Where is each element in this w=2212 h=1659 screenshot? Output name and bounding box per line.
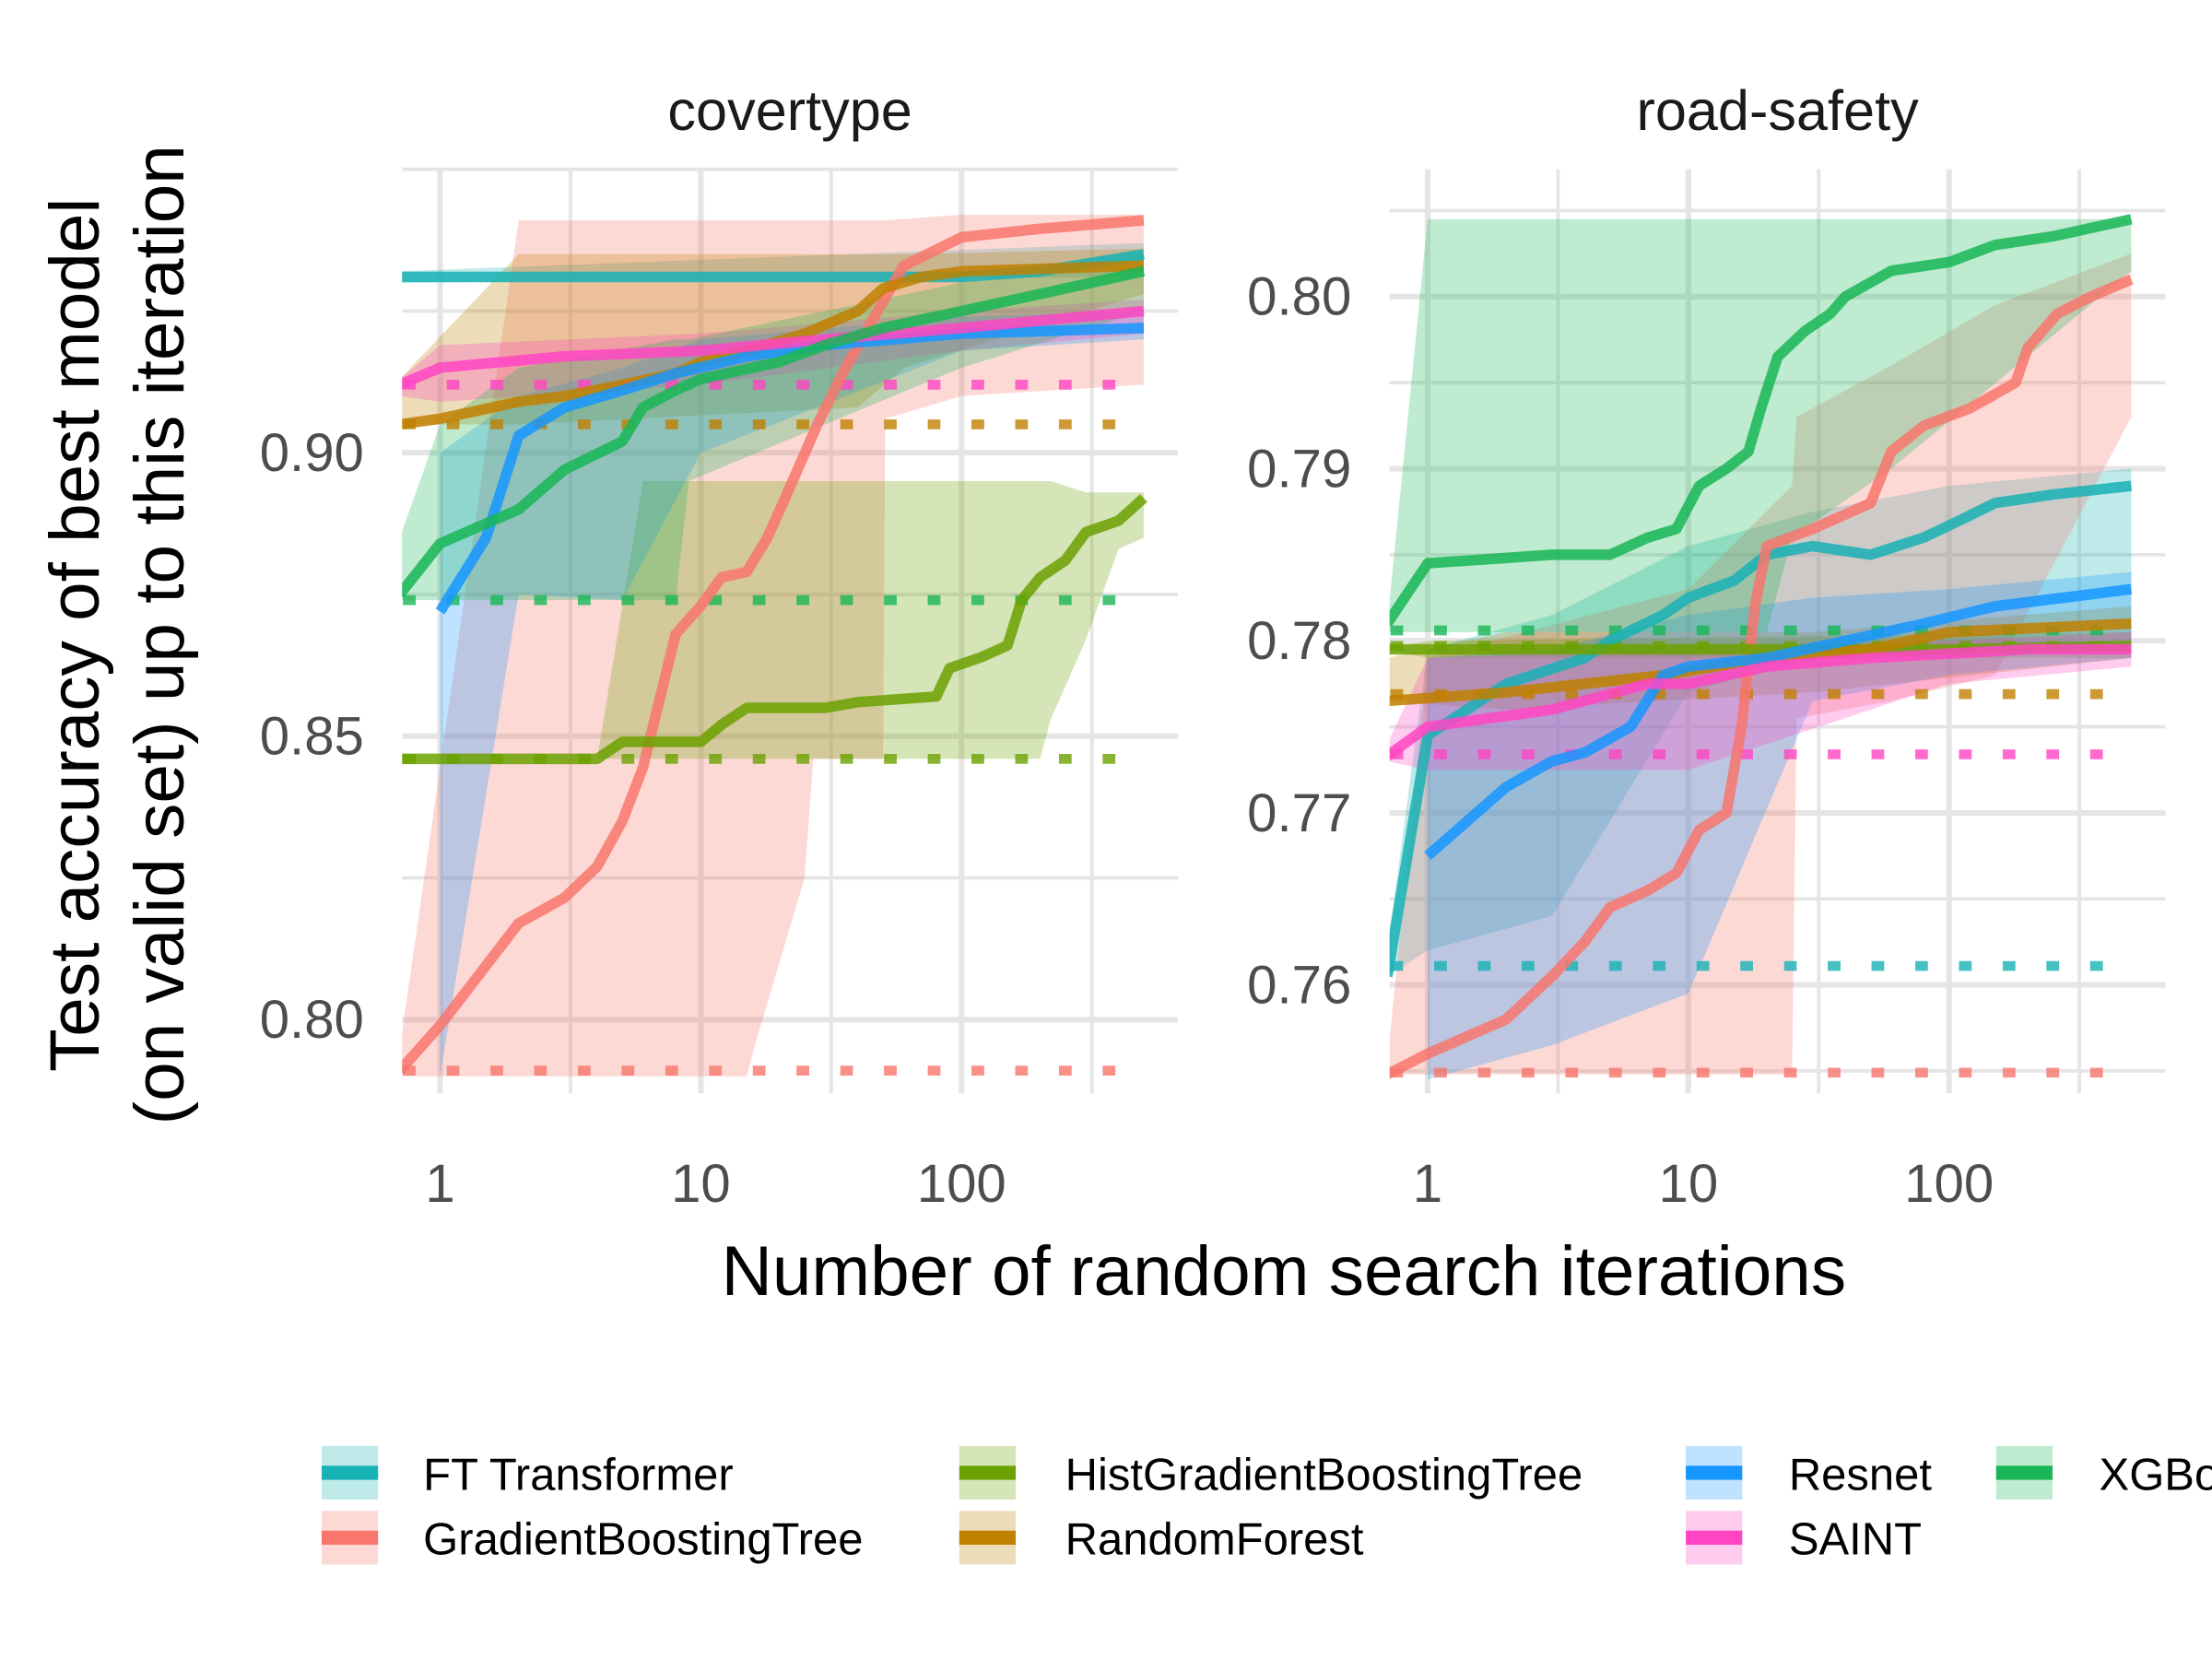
- legend-item-ft-transformer: FT Transformer: [321, 1445, 734, 1500]
- legend-label: HistGradientBoostingTree: [1065, 1450, 1583, 1500]
- line-saint: [1389, 643, 2132, 760]
- band-ft-transformer: [1389, 468, 2132, 975]
- line-randomforest: [402, 260, 1145, 429]
- x-tick-label: 10: [1658, 1154, 1718, 1214]
- y-axis-title-line-1: Test accuracy of best model: [36, 198, 114, 1072]
- legend-item-saint: SAINT: [1686, 1511, 1922, 1565]
- panels: covertype 1 10 100 0.80 0.85 0.90 road-safety 1 1…: [260, 79, 2166, 1214]
- grid: [1389, 169, 2166, 1094]
- legend-label: RandomForest: [1065, 1515, 1364, 1565]
- line-gradientboostingtree: [402, 215, 1145, 1075]
- line-xgboost: [402, 265, 1146, 598]
- y-tick-label: 0.85: [260, 707, 364, 767]
- y-tick-label: 0.80: [1247, 267, 1351, 327]
- panel-covertype: covertype 1 10 100 0.80 0.85 0.90: [260, 79, 1179, 1214]
- legend-label: GradientBoostingTree: [423, 1515, 863, 1565]
- y-axis-title-line-2: (on valid set) up to this iteration: [121, 145, 199, 1124]
- x-tick-label: 1: [1413, 1154, 1442, 1214]
- line-xgboost: [1389, 214, 2133, 627]
- x-tick-label: 100: [1904, 1154, 1994, 1214]
- line-resnet: [1424, 583, 2133, 860]
- legend-label: SAINT: [1789, 1515, 1922, 1565]
- y-tick-label: 0.79: [1247, 439, 1351, 499]
- legend-label: Resnet: [1789, 1450, 1933, 1500]
- line-saint: [402, 305, 1145, 390]
- x-tick-label: 1: [425, 1154, 454, 1214]
- y-axis-title: Test accuracy of best model (on valid se…: [36, 145, 199, 1124]
- panel-title: road-safety: [1636, 79, 1919, 142]
- x-tick-label: 100: [917, 1154, 1006, 1214]
- line-ft-transformer: [1389, 480, 2133, 978]
- legend-label: FT Transformer: [423, 1450, 734, 1500]
- line-resnet: [435, 323, 1145, 615]
- panel-title: covertype: [667, 79, 912, 142]
- legend-key-line: [1686, 1530, 1743, 1546]
- line-gradientboostingtree: [1389, 274, 2134, 1079]
- legend-key-line: [1686, 1465, 1743, 1480]
- legend-key-line: [959, 1530, 1017, 1546]
- legend-label: XGBoost: [2100, 1450, 2212, 1500]
- legend-key-line: [1995, 1465, 2053, 1480]
- legend-item-histgradientboostingtree: HistGradientBoostingTree: [959, 1445, 1583, 1500]
- band-histgradientboostingtree: [402, 480, 1144, 759]
- y-tick-label: 0.77: [1247, 783, 1351, 843]
- legend-item-gradientboostingtree: GradientBoostingTree: [321, 1511, 863, 1565]
- legend: FT Transformer GradientBoostingTree HistGr…: [321, 1445, 2212, 1565]
- y-tick-label: 0.90: [260, 423, 364, 483]
- band-resnet: [440, 311, 1144, 1077]
- legend-item-resnet: Resnet: [1686, 1445, 1933, 1500]
- legend-key-line: [321, 1530, 379, 1546]
- x-axis-title: Number of random search iterations: [722, 1232, 1847, 1311]
- y-tick-label: 0.78: [1247, 611, 1351, 671]
- x-tick-label: 10: [671, 1154, 731, 1214]
- band-xgboost: [402, 253, 1144, 601]
- legend-key-line: [959, 1465, 1017, 1480]
- y-tick-label: 0.80: [260, 990, 364, 1050]
- band-gradientboostingtree: [402, 214, 1144, 1077]
- legend-item-xgboost: XGBoost: [1995, 1445, 2212, 1500]
- legend-key-line: [321, 1465, 379, 1480]
- line-histgradientboostingtree: [402, 494, 1147, 765]
- legend-item-randomforest: RandomForest: [959, 1511, 1364, 1565]
- plot-area: [402, 214, 1147, 1077]
- plot-area: [1389, 214, 2134, 1080]
- y-tick-label: 0.76: [1247, 956, 1351, 1016]
- panel-road-safety: road-safety 1 10 100 0.76 0.77 0.78 0.79 0.80: [1247, 79, 2166, 1214]
